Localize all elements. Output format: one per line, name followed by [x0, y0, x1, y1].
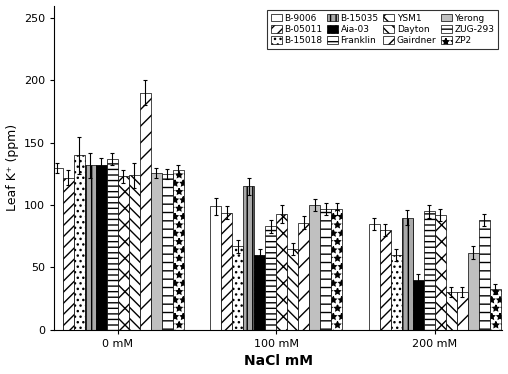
- Bar: [435, 215, 446, 330]
- Bar: [380, 230, 391, 330]
- Bar: [129, 175, 140, 330]
- Bar: [331, 209, 342, 330]
- Bar: [74, 155, 85, 330]
- Bar: [151, 173, 162, 330]
- Bar: [107, 159, 118, 330]
- Bar: [221, 212, 232, 330]
- Bar: [413, 280, 424, 330]
- Bar: [265, 226, 276, 330]
- Bar: [173, 170, 184, 330]
- Bar: [210, 206, 221, 330]
- Bar: [309, 205, 320, 330]
- Bar: [162, 174, 173, 330]
- Bar: [490, 289, 501, 330]
- Bar: [52, 168, 62, 330]
- Bar: [391, 255, 402, 330]
- Bar: [140, 93, 151, 330]
- Bar: [369, 224, 380, 330]
- Bar: [468, 252, 479, 330]
- Bar: [118, 177, 129, 330]
- Bar: [320, 209, 331, 330]
- Bar: [298, 223, 309, 330]
- Bar: [479, 220, 490, 330]
- Bar: [276, 214, 287, 330]
- Y-axis label: Leaf K⁺ (ppm): Leaf K⁺ (ppm): [6, 124, 19, 211]
- Bar: [62, 178, 74, 330]
- Legend: B-9006, B-05011, B-15018, B-15035, Aia-03, Franklin, YSM1, Dayton, Gairdner, Yer: B-9006, B-05011, B-15018, B-15035, Aia-0…: [267, 10, 498, 49]
- Bar: [254, 255, 265, 330]
- Bar: [243, 186, 254, 330]
- Bar: [232, 246, 243, 330]
- Bar: [96, 165, 107, 330]
- X-axis label: NaCl mM: NaCl mM: [244, 355, 313, 368]
- Bar: [457, 292, 468, 330]
- Bar: [446, 292, 457, 330]
- Bar: [85, 165, 96, 330]
- Bar: [287, 249, 298, 330]
- Bar: [402, 218, 413, 330]
- Bar: [424, 211, 435, 330]
